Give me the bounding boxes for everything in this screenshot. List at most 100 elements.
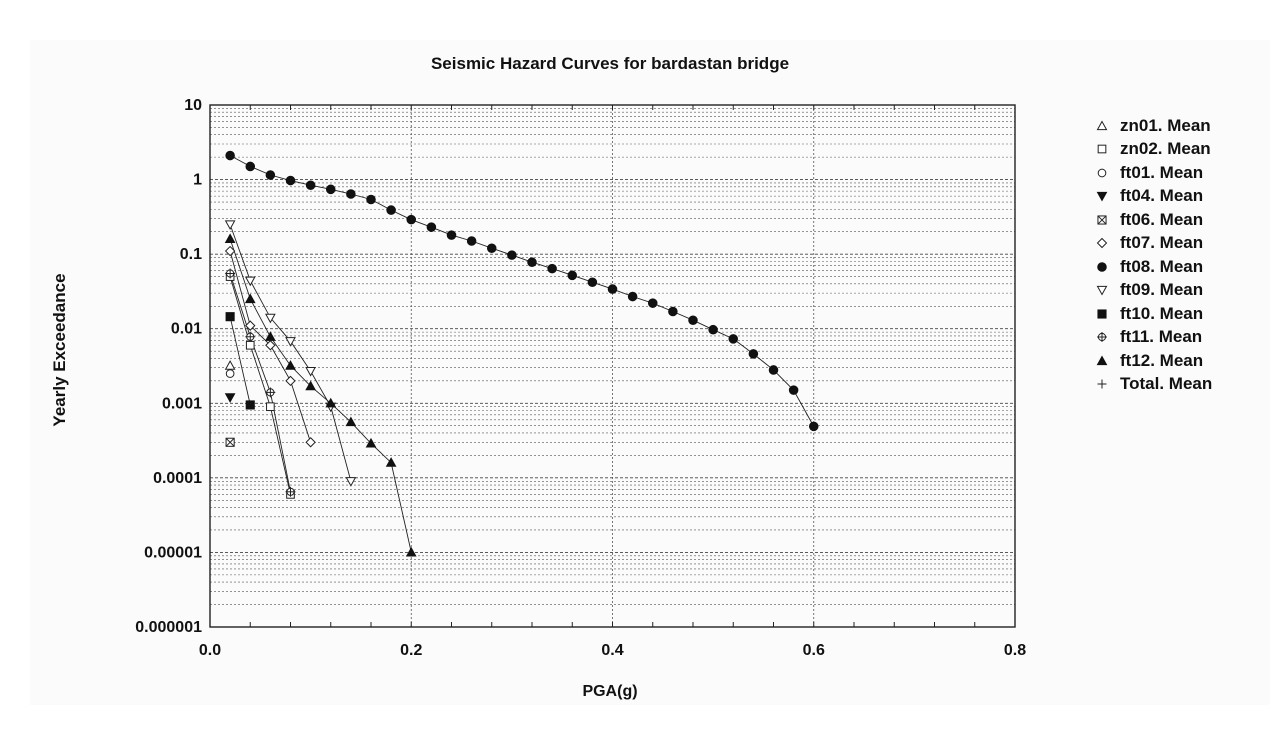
legend-symbol-ft01-mean bbox=[1097, 168, 1107, 178]
x-tick-label: 0.6 bbox=[803, 642, 825, 659]
data-point-ft11-mean bbox=[245, 331, 256, 342]
data-point-ft09-mean bbox=[305, 367, 316, 377]
legend-marker-ft06-mean bbox=[1097, 215, 1107, 225]
legend-item-ft11-mean: ft11. Mean bbox=[1094, 326, 1212, 350]
data-point-ft07-mean bbox=[305, 437, 316, 448]
data-point-ft12-mean bbox=[224, 233, 236, 244]
data-point-ft08-mean bbox=[486, 243, 497, 254]
legend-item-ft12-mean: ft12. Mean bbox=[1094, 349, 1212, 373]
x-tick-label: 0.4 bbox=[601, 642, 623, 659]
data-point-ft12-mean bbox=[365, 437, 377, 448]
data-point-ft08-mean bbox=[587, 277, 598, 288]
x-tick-label: 0.0 bbox=[199, 642, 221, 659]
data-point-ft06-mean bbox=[225, 437, 235, 447]
data-point-ft09-mean bbox=[285, 337, 296, 347]
x-tick-label: 0.8 bbox=[1004, 642, 1026, 659]
data-point-ft09-mean bbox=[224, 220, 236, 230]
data-point-ft12-mean bbox=[405, 546, 417, 557]
data-point-ft08-mean bbox=[346, 189, 356, 199]
data-point-ft01-mean bbox=[225, 369, 235, 378]
data-point-ft08-mean bbox=[225, 150, 235, 161]
data-point-ft11-mean bbox=[285, 486, 296, 497]
legend-symbol-zn01-mean bbox=[1096, 120, 1108, 130]
data-point-ft08-mean bbox=[627, 291, 638, 302]
legend-symbol-ft12-mean bbox=[1096, 355, 1108, 365]
legend-item-zn01-mean: zn01. Mean bbox=[1094, 114, 1212, 138]
data-point-ft10-mean bbox=[225, 312, 235, 322]
y-tick-label: 0.1 bbox=[180, 246, 202, 263]
data-point-ft08-mean bbox=[547, 263, 557, 274]
series-line-ft11-mean bbox=[229, 273, 291, 492]
y-tick-label: 0.001 bbox=[162, 395, 202, 412]
legend-symbol-ft10-mean bbox=[1097, 309, 1107, 319]
legend-item-ft06-mean: ft06. Mean bbox=[1094, 208, 1212, 232]
data-point-ft08-mean bbox=[446, 230, 457, 240]
data-point-ft09-mean bbox=[244, 276, 256, 287]
legend-label: ft06. Mean bbox=[1120, 209, 1204, 229]
data-point-ft04-mean bbox=[224, 393, 236, 403]
legend-symbol-ft07-mean bbox=[1096, 238, 1108, 249]
legend-item-ft01-mean: ft01. Mean bbox=[1094, 161, 1212, 185]
data-point-ft12-mean bbox=[345, 416, 357, 427]
data-point-ft07-mean bbox=[224, 245, 236, 257]
legend-marker-ft08-mean bbox=[1097, 261, 1107, 272]
y-tick-label: 0.0001 bbox=[153, 470, 202, 487]
legend-marker-ft01-mean bbox=[1097, 168, 1107, 178]
legend-item-zn02-mean: zn02. Mean bbox=[1094, 138, 1212, 162]
legend-item-ft09-mean: ft09. Mean bbox=[1094, 279, 1212, 303]
data-point-ft12-mean bbox=[385, 457, 397, 467]
series-line-zn02-mean bbox=[229, 276, 291, 495]
data-point-ft07-mean bbox=[265, 340, 276, 351]
data-point-ft08-mean bbox=[728, 334, 739, 344]
legend-item-ft04-mean: ft04. Mean bbox=[1094, 185, 1212, 209]
data-point-ft08-mean bbox=[366, 194, 376, 205]
legend-marker-ft04-mean bbox=[1096, 192, 1108, 202]
legend-marker-zn01-mean bbox=[1096, 120, 1108, 130]
data-point-ft12-mean bbox=[265, 331, 276, 341]
data-point-ft08-mean bbox=[748, 349, 759, 359]
series-line-ft12-mean bbox=[229, 238, 412, 553]
data-point-ft08-mean bbox=[386, 205, 396, 215]
legend-label: ft10. Mean bbox=[1120, 303, 1204, 323]
y-tick-label: 0.01 bbox=[171, 321, 202, 338]
legend-marker-ft12-mean bbox=[1096, 355, 1108, 365]
data-point-ft08-mean bbox=[708, 324, 718, 335]
legend-label: ft04. Mean bbox=[1120, 186, 1204, 206]
scan-background bbox=[30, 40, 1270, 705]
data-point-ft08-mean bbox=[808, 421, 819, 432]
data-point-ft09-mean bbox=[345, 477, 357, 487]
chart-legend: zn01. Mean zn02. Mean ft01. Mean ft04. Mean… bbox=[1094, 114, 1212, 396]
legend-symbol-total-mean bbox=[1097, 379, 1107, 389]
legend-item-total-mean: Total. Mean bbox=[1094, 373, 1212, 397]
legend-marker-total-mean bbox=[1097, 379, 1107, 389]
data-point-ft08-mean bbox=[768, 365, 779, 375]
x-tick-label: 0.2 bbox=[400, 642, 422, 659]
data-point-ft08-mean bbox=[466, 236, 477, 246]
data-point-ft08-mean bbox=[688, 315, 698, 325]
legend-symbol-ft06-mean bbox=[1097, 215, 1107, 225]
data-point-ft12-mean bbox=[285, 360, 296, 370]
data-point-ft12-mean bbox=[325, 397, 337, 408]
legend-symbol-ft09-mean bbox=[1096, 286, 1108, 296]
legend-item-ft07-mean: ft07. Mean bbox=[1094, 232, 1212, 256]
series-line-ft10-mean bbox=[229, 316, 251, 406]
legend-symbol-zn02-mean bbox=[1097, 144, 1107, 154]
legend-symbol-ft11-mean bbox=[1097, 332, 1107, 343]
data-point-ft08-mean bbox=[426, 222, 437, 232]
data-point-ft08-mean bbox=[647, 298, 658, 308]
legend-label: ft09. Mean bbox=[1120, 280, 1204, 300]
plot-frame bbox=[209, 104, 1016, 628]
data-point-ft08-mean bbox=[507, 250, 517, 260]
y-tick-label: 0.000001 bbox=[135, 619, 202, 636]
legend-marker-ft11-mean bbox=[1097, 332, 1107, 343]
series-line-ft09-mean bbox=[229, 224, 352, 482]
legend-item-ft10-mean: ft10. Mean bbox=[1094, 302, 1212, 326]
legend-symbol-ft04-mean bbox=[1096, 192, 1108, 202]
legend-marker-ft07-mean bbox=[1096, 238, 1108, 249]
data-point-ft08-mean bbox=[325, 184, 336, 195]
data-point-ft08-mean bbox=[245, 161, 256, 172]
data-point-ft08-mean bbox=[265, 170, 276, 180]
data-point-ft08-mean bbox=[668, 306, 678, 317]
data-point-ft11-mean bbox=[265, 387, 276, 398]
